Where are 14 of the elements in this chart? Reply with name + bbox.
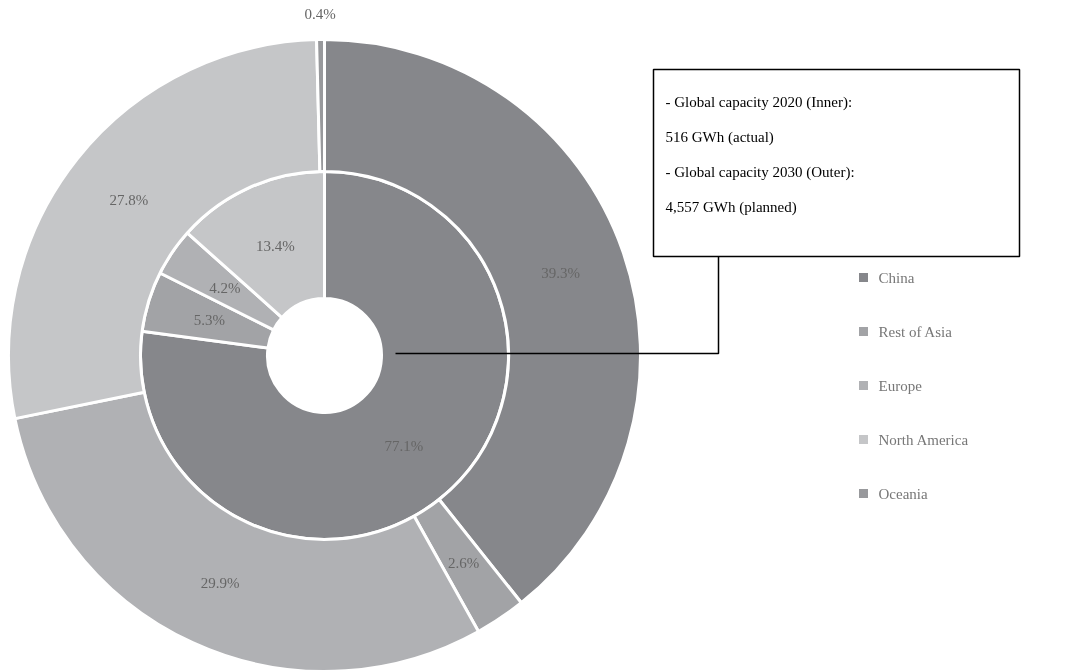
legend-label: Europe xyxy=(878,377,923,394)
data-label: 13.4% xyxy=(255,237,295,254)
data-label: 4.2% xyxy=(209,279,241,296)
text: - Global capacity 2030 (Outer): 4,557 GWh (planned) xyxy=(665,163,855,215)
legend-label: Rest of Asia xyxy=(878,323,953,340)
data-label: 5.3% xyxy=(193,312,225,329)
legend-label: China xyxy=(878,269,915,286)
data-label: 27.8% xyxy=(109,191,149,208)
legend-label: Oceania xyxy=(878,485,928,502)
text: - Global capacity 2020 (Inner): 516 GWh (actual) xyxy=(665,93,853,145)
data-label: 2.6% xyxy=(448,555,480,572)
legend-label: North America xyxy=(878,431,969,448)
data-label: 29.9% xyxy=(200,574,240,591)
data-label: 0.4% xyxy=(304,5,336,22)
